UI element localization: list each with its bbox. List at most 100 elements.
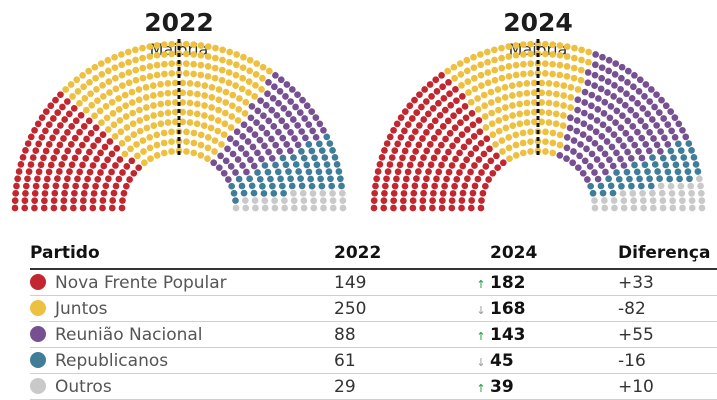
seat-nova-frente-popular xyxy=(482,163,490,170)
seat-juntos xyxy=(552,100,560,108)
seat-reuni-o-nacional xyxy=(647,86,655,93)
seat-nova-frente-popular xyxy=(489,169,497,177)
table-row: Reunião Nacional 88 ↑ 143 +55 xyxy=(30,321,717,348)
seat-juntos xyxy=(122,113,130,120)
seat-juntos xyxy=(495,127,503,135)
seat-republicanos xyxy=(260,190,268,197)
seat-nova-frente-popular xyxy=(390,190,398,197)
seat-reuni-o-nacional xyxy=(610,131,618,138)
seat-juntos xyxy=(121,91,129,99)
seat-reuni-o-nacional xyxy=(279,134,287,142)
seat-juntos xyxy=(499,148,506,155)
seats-2022: 250 xyxy=(334,295,490,322)
seat-juntos xyxy=(481,113,489,120)
seat-juntos xyxy=(549,51,557,58)
seat-reuni-o-nacional xyxy=(599,121,607,129)
seat-reuni-o-nacional xyxy=(596,145,604,152)
seat-nova-frente-popular xyxy=(401,147,409,155)
seat-reuni-o-nacional xyxy=(620,142,627,150)
seat-reuni-o-nacional xyxy=(268,155,276,162)
seat-juntos xyxy=(483,48,491,56)
seat-juntos xyxy=(98,71,106,78)
seat-nova-frente-popular xyxy=(47,102,55,110)
seat-juntos xyxy=(502,114,509,122)
seat-reuni-o-nacional xyxy=(282,123,290,130)
seat-juntos xyxy=(82,106,90,114)
seat-juntos xyxy=(491,56,498,64)
seat-reuni-o-nacional xyxy=(225,176,232,183)
seat-nova-frente-popular xyxy=(56,168,63,175)
seat-juntos xyxy=(552,110,560,118)
seat-reuni-o-nacional xyxy=(570,137,578,144)
seat-outros xyxy=(697,182,704,190)
seat-nova-frente-popular xyxy=(85,117,93,125)
seat-nova-frente-popular xyxy=(452,155,459,163)
seat-reuni-o-nacional xyxy=(583,145,590,153)
seat-outros xyxy=(649,197,657,204)
seat-juntos xyxy=(160,41,168,49)
seat-republicanos xyxy=(290,154,297,161)
seat-reuni-o-nacional xyxy=(662,102,670,110)
seat-reuni-o-nacional xyxy=(631,71,638,79)
seat-nova-frente-popular xyxy=(396,161,404,169)
seat-juntos xyxy=(190,41,198,49)
seat-republicanos xyxy=(269,182,276,190)
seat-republicanos xyxy=(674,168,682,176)
seat-juntos xyxy=(91,112,98,120)
seat-juntos xyxy=(111,133,119,140)
seat-juntos xyxy=(128,88,136,96)
seat-juntos xyxy=(140,159,148,167)
seat-nova-frente-popular xyxy=(380,204,388,212)
seat-juntos xyxy=(139,137,147,144)
seat-republicanos xyxy=(605,175,612,183)
seat-reuni-o-nacional xyxy=(282,93,289,100)
seat-nova-frente-popular xyxy=(57,91,64,99)
seat-outros xyxy=(591,204,599,212)
seat-outros xyxy=(339,204,347,212)
seat-nova-frente-popular xyxy=(72,182,80,190)
seat-nova-frente-popular xyxy=(412,148,419,155)
seat-juntos xyxy=(491,76,499,84)
seat-outros xyxy=(657,182,665,190)
seat-nova-frente-popular xyxy=(381,182,389,190)
seat-reuni-o-nacional xyxy=(270,122,278,130)
seat-republicanos xyxy=(644,168,651,175)
seat-nova-frente-popular xyxy=(31,190,39,197)
seat-nova-frente-popular xyxy=(421,86,429,93)
seat-reuni-o-nacional xyxy=(288,86,296,93)
seat-juntos xyxy=(538,99,546,106)
seat-juntos xyxy=(570,74,578,82)
seat-juntos xyxy=(194,80,201,88)
seat-reuni-o-nacional xyxy=(303,102,311,110)
seat-juntos xyxy=(124,48,132,56)
seat-nova-frente-popular xyxy=(453,136,461,144)
seat-reuni-o-nacional xyxy=(682,133,690,141)
seat-reuni-o-nacional xyxy=(598,133,606,140)
seat-nova-frente-popular xyxy=(458,197,466,204)
seat-juntos xyxy=(527,50,535,58)
table-row: Nova Frente Popular 149 ↑ 182 +33 xyxy=(30,269,717,296)
seat-nova-frente-popular xyxy=(100,189,108,197)
seat-nova-frente-popular xyxy=(62,182,70,190)
seat-juntos xyxy=(567,104,574,111)
seat-juntos xyxy=(161,60,168,68)
seat-juntos xyxy=(146,43,154,50)
seat-nova-frente-popular xyxy=(108,168,115,176)
seat-nova-frente-popular xyxy=(431,182,439,190)
table-row: Republicanos 61 ↓ 45 -16 xyxy=(30,347,717,374)
seat-juntos xyxy=(115,106,123,113)
seat-juntos xyxy=(534,40,542,48)
seat-nova-frente-popular xyxy=(25,168,33,175)
seat-reuni-o-nacional xyxy=(642,141,650,148)
seat-juntos xyxy=(190,70,197,78)
seat-reuni-o-nacional xyxy=(606,114,614,122)
seat-juntos xyxy=(153,131,161,139)
seat-nova-frente-popular xyxy=(406,102,414,110)
seat-nova-frente-popular xyxy=(419,135,426,142)
chart-title-2024: 2024 xyxy=(503,8,573,37)
seat-reuni-o-nacional xyxy=(638,134,646,142)
seat-juntos xyxy=(470,74,478,82)
seat-outros xyxy=(310,197,317,205)
seat-reuni-o-nacional xyxy=(563,155,570,162)
seat-nova-frente-popular xyxy=(438,204,446,212)
